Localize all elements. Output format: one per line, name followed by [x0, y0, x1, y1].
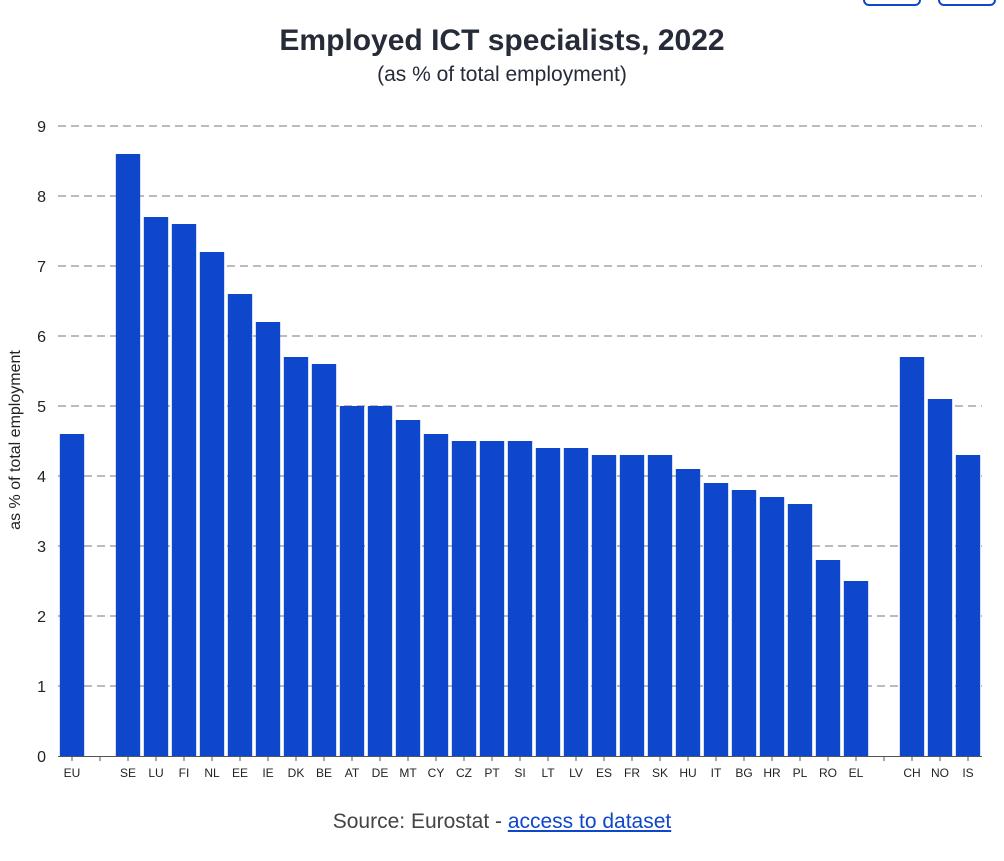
chart-title: Employed ICT specialists, 2022	[279, 24, 725, 57]
x-tick-label: HR	[763, 766, 781, 780]
x-tick-label: DK	[288, 766, 305, 780]
x-tick-label: PL	[793, 766, 808, 780]
x-tick-label: HU	[679, 766, 696, 780]
bar-bg[interactable]	[731, 490, 757, 756]
bar-de[interactable]	[367, 406, 393, 756]
bar-nl[interactable]	[199, 252, 225, 756]
bar-cy[interactable]	[423, 434, 449, 756]
x-tick-label: LV	[569, 766, 583, 780]
bar-no[interactable]	[927, 399, 953, 756]
top-button-2[interactable]	[938, 0, 996, 6]
bar-pt[interactable]	[479, 441, 505, 756]
bar-cz[interactable]	[451, 441, 477, 756]
bar-ro[interactable]	[815, 560, 841, 756]
x-tick-label: LU	[148, 766, 163, 780]
x-tick-label: MT	[399, 766, 417, 780]
bar-hr[interactable]	[759, 497, 785, 756]
y-tick-label: 3	[37, 539, 46, 556]
bar-mt[interactable]	[395, 420, 421, 756]
x-tick-label: CZ	[456, 766, 472, 780]
y-tick-label: 7	[37, 259, 46, 276]
bar-chart: 0 1 2 3 4 5 6 7 8 9 EU SE LU FI NL EE IE DK BE AT DE MT CY CZ P…	[37, 119, 982, 780]
bar-hu[interactable]	[675, 469, 701, 756]
y-tick-label: 9	[37, 119, 46, 136]
x-tick-label: SI	[514, 766, 525, 780]
y-tick-label: 5	[37, 399, 46, 416]
x-tick-label: FI	[179, 766, 190, 780]
bar-ie[interactable]	[255, 322, 281, 756]
bar-lt[interactable]	[535, 448, 561, 756]
bar-ch[interactable]	[899, 357, 925, 756]
x-tick-label: NL	[204, 766, 220, 780]
x-tick-label: CY	[428, 766, 445, 780]
bar-se[interactable]	[115, 154, 141, 756]
x-tick-label: CH	[903, 766, 920, 780]
source-line: Source: Eurostat - access to dataset	[0, 810, 1004, 834]
x-tick-label: LT	[541, 766, 555, 780]
bar-lu[interactable]	[143, 217, 169, 756]
x-tick-label: DE	[372, 766, 389, 780]
bar-be[interactable]	[311, 364, 337, 756]
x-tick-label: EL	[849, 766, 864, 780]
y-tick-label: 0	[37, 749, 46, 766]
source-text: Source: Eurostat -	[332, 810, 508, 833]
chart-subtitle: (as % of total employment)	[377, 63, 627, 86]
y-tick-label: 2	[37, 609, 46, 626]
y-tick-labels: 0 1 2 3 4 5 6 7 8 9	[37, 119, 46, 766]
x-tick-label: FR	[624, 766, 640, 780]
top-button-1[interactable]	[863, 0, 921, 6]
bar-fr[interactable]	[619, 455, 645, 756]
bar-eu[interactable]	[59, 434, 85, 756]
x-tick-label: PT	[484, 766, 500, 780]
y-tick-label: 1	[37, 679, 46, 696]
bar-el[interactable]	[843, 581, 869, 756]
bar-sk[interactable]	[647, 455, 673, 756]
x-tick-label: SK	[652, 766, 668, 780]
bar-lv[interactable]	[563, 448, 589, 756]
bar-is[interactable]	[955, 455, 981, 756]
x-tick-label: AT	[345, 766, 360, 780]
x-tick-label: ES	[596, 766, 612, 780]
x-tick-label: BG	[735, 766, 752, 780]
x-tick-label: NO	[931, 766, 949, 780]
bar-es[interactable]	[591, 455, 617, 756]
bar-dk[interactable]	[283, 357, 309, 756]
bar-ee[interactable]	[227, 294, 253, 756]
x-tick-label: EU	[64, 766, 81, 780]
bar-it[interactable]	[703, 483, 729, 756]
x-tick-label: IS	[962, 766, 973, 780]
bar-si[interactable]	[507, 441, 533, 756]
x-tick-labels: EU SE LU FI NL EE IE DK BE AT DE MT CY CZ PT SI LT LV ES FR…	[64, 756, 974, 780]
y-tick-label: 8	[37, 189, 46, 206]
bar-pl[interactable]	[787, 504, 813, 756]
dataset-link[interactable]: access to dataset	[507, 810, 672, 833]
x-tick-label: SE	[120, 766, 136, 780]
x-tick-label: IE	[262, 766, 273, 780]
x-tick-label: BE	[316, 766, 332, 780]
x-tick-label: EE	[232, 766, 248, 780]
bars	[59, 154, 981, 756]
x-tick-label: IT	[711, 766, 722, 780]
y-tick-label: 6	[37, 329, 46, 346]
bar-fi[interactable]	[171, 224, 197, 756]
x-tick-label: RO	[819, 766, 837, 780]
bar-at[interactable]	[339, 406, 365, 756]
y-tick-label: 4	[37, 469, 46, 486]
